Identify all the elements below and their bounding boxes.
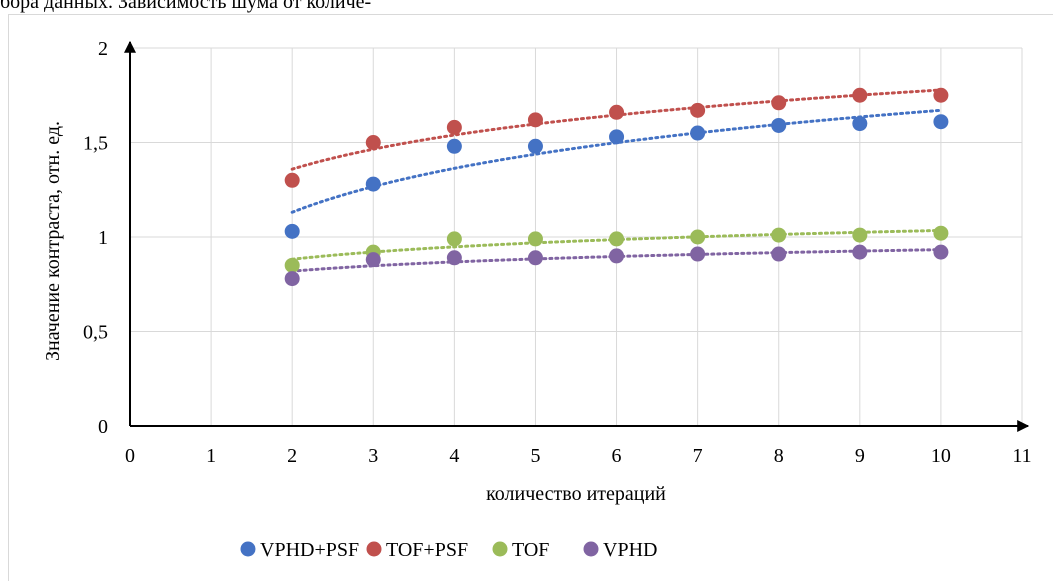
- page-caption-fragment: бора данных. Зависимость шума от количе-: [0, 0, 372, 13]
- legend-item: TOF+PSF: [366, 539, 468, 561]
- data-point: [852, 227, 868, 243]
- data-point: [284, 271, 300, 287]
- legend-marker: [240, 541, 256, 557]
- data-point: [771, 95, 787, 111]
- data-point: [690, 229, 706, 245]
- data-point: [933, 225, 949, 241]
- x-tick-label: 10: [931, 445, 951, 467]
- x-tick-label: 8: [774, 445, 784, 467]
- data-point: [527, 250, 543, 266]
- data-point: [609, 231, 625, 247]
- data-point: [690, 125, 706, 141]
- legend-label: TOF+PSF: [386, 539, 468, 561]
- data-point: [852, 244, 868, 260]
- legend-marker: [492, 541, 508, 557]
- chart-frame: [8, 14, 1053, 581]
- legend-item: VPHD: [583, 539, 657, 561]
- x-tick-label: 6: [612, 445, 622, 467]
- legend: VPHD+PSF TOF+PSF TOF VPHD: [240, 539, 657, 561]
- x-axis-title: количество итераций: [486, 483, 666, 505]
- x-tick-label: 2: [287, 445, 297, 467]
- data-point: [609, 248, 625, 264]
- data-point: [446, 250, 462, 266]
- data-point: [933, 244, 949, 260]
- data-point: [933, 114, 949, 130]
- legend-label: VPHD+PSF: [260, 539, 359, 561]
- data-point: [527, 231, 543, 247]
- data-point: [446, 119, 462, 135]
- data-point: [609, 129, 625, 145]
- x-tick-label: 3: [368, 445, 378, 467]
- data-point: [771, 246, 787, 262]
- data-point: [365, 176, 381, 192]
- y-tick-label: 1: [98, 227, 108, 249]
- data-point: [771, 117, 787, 133]
- y-tick-label: 1,5: [83, 133, 108, 155]
- data-point: [609, 104, 625, 120]
- data-point: [852, 87, 868, 103]
- x-tick-label: 9: [855, 445, 865, 467]
- data-point: [690, 102, 706, 118]
- data-point: [446, 138, 462, 154]
- legend-label: TOF: [512, 539, 549, 561]
- legend-label: VPHD: [603, 539, 657, 561]
- legend-marker: [583, 541, 599, 557]
- data-point: [527, 138, 543, 154]
- data-point: [446, 231, 462, 247]
- legend-item: VPHD+PSF: [240, 539, 359, 561]
- data-point: [284, 172, 300, 188]
- x-tick-label: 1: [206, 445, 216, 467]
- data-point: [852, 116, 868, 132]
- data-point: [690, 246, 706, 262]
- data-point: [365, 135, 381, 150]
- data-point: [365, 252, 381, 268]
- data-point: [771, 227, 787, 243]
- x-tick-label: 7: [693, 445, 703, 467]
- y-tick-label: 2: [98, 38, 108, 60]
- x-tick-label: 0: [125, 445, 135, 467]
- legend-marker: [366, 541, 382, 557]
- x-tick-label: 11: [1012, 445, 1031, 467]
- y-tick-label: 0: [98, 416, 108, 438]
- data-point: [284, 223, 300, 239]
- x-tick-label: 5: [530, 445, 540, 467]
- x-tick-label: 4: [449, 445, 459, 467]
- data-point: [933, 87, 949, 103]
- data-point: [284, 257, 300, 273]
- legend-item: TOF: [492, 539, 549, 561]
- data-point: [527, 112, 543, 128]
- y-axis-title: Значение контраста, отн. ед.: [42, 121, 64, 361]
- y-tick-label: 0,5: [83, 322, 108, 344]
